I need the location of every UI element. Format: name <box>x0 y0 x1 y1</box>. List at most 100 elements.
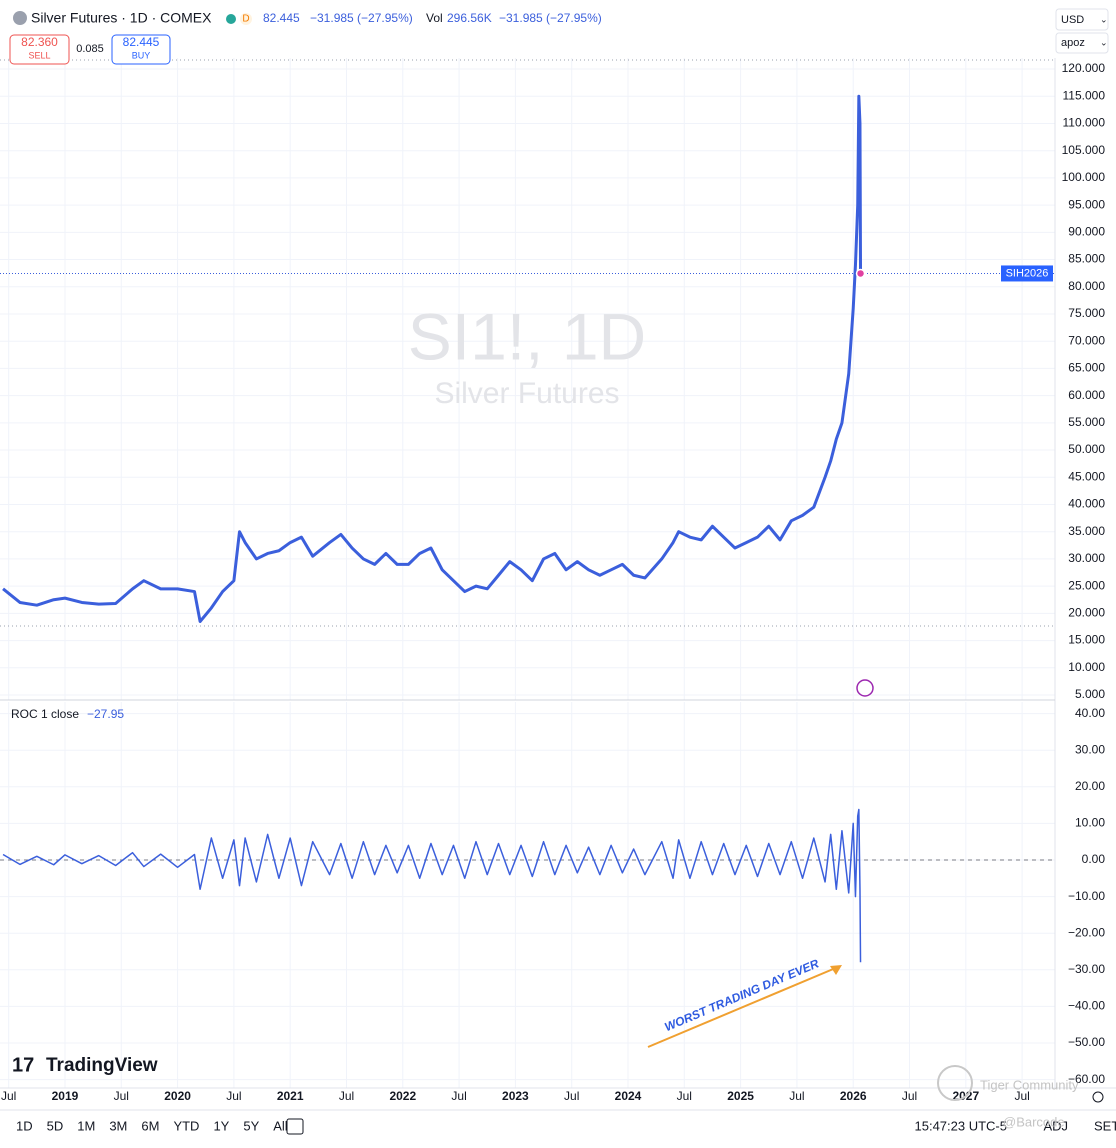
overlay-logo <box>937 1065 973 1101</box>
date-range-button[interactable] <box>286 1118 304 1135</box>
market-status <box>226 14 236 24</box>
clock: 15:47:23 UTC-5 <box>915 1118 1008 1133</box>
y-tick-label: 30.00 <box>1075 742 1105 756</box>
y-tick-label: 50.000 <box>1068 442 1105 456</box>
sell-price[interactable]: 82.360 <box>21 35 58 49</box>
x-tick-label: Jul <box>114 1089 129 1103</box>
x-tick-label: Jul <box>339 1089 354 1103</box>
logo-mark: 17 <box>12 1054 34 1076</box>
range-button[interactable]: 5D <box>47 1118 64 1133</box>
branding: TradingView <box>46 1055 158 1076</box>
buy-price[interactable]: 82.445 <box>123 35 160 49</box>
x-tick-label: Jul <box>789 1089 804 1103</box>
x-tick-label: Jul <box>564 1089 579 1103</box>
dropdown-arrow[interactable]: ⌄ <box>1100 37 1108 47</box>
y-tick-label: 65.000 <box>1068 361 1105 375</box>
currency[interactable]: USD <box>1061 14 1084 26</box>
range-button[interactable]: 3M <box>109 1118 127 1133</box>
adj-button[interactable]: ADJ <box>1043 1118 1068 1133</box>
y-tick-label: 85.000 <box>1068 252 1105 266</box>
y-tick-label: 115.000 <box>1063 88 1106 102</box>
last-price: 82.445 <box>263 11 300 25</box>
roc-legend-name: ROC 1 close <box>11 707 79 721</box>
y-tick-label: 60.000 <box>1068 388 1105 402</box>
x-tick-label: 2022 <box>389 1089 416 1103</box>
y-tick-label: −20.00 <box>1068 925 1105 939</box>
y-tick-label: 30.000 <box>1068 551 1105 565</box>
last-price-dot <box>855 268 866 279</box>
y-tick-label: 75.000 <box>1068 306 1105 320</box>
currency-menu[interactable] <box>1055 8 1109 31</box>
price-change: −31.985 (−27.95%) <box>310 11 413 25</box>
y-tick-label: 0.00 <box>1082 852 1106 866</box>
y-tick-label: 10.00 <box>1075 816 1105 830</box>
watermark-symbol: SI1!, 1D <box>408 299 646 373</box>
y-tick-label: 40.00 <box>1075 706 1105 720</box>
grid: 5.000 10.000 15.000 20.000 25.000 30.000 35.00… <box>0 58 1105 1103</box>
x-tick-label: 2025 <box>727 1089 754 1103</box>
series-line <box>2 808 862 963</box>
sell-label[interactable]: SELL <box>28 50 50 60</box>
price-tag-label: SIH2026 <box>1006 267 1049 279</box>
x-tick-label: 2020 <box>164 1089 191 1103</box>
y-tick-label: 35.000 <box>1068 524 1105 538</box>
price-tag <box>1001 265 1053 282</box>
y-tick-label: 40.000 <box>1068 497 1105 511</box>
y-tick-label: 25.000 <box>1068 578 1105 592</box>
scale-menu[interactable] <box>1055 32 1109 54</box>
range-button[interactable]: YTD <box>173 1118 199 1133</box>
x-tick-label: 2023 <box>502 1089 529 1103</box>
dropdown-arrow[interactable]: ⌄ <box>1100 14 1108 24</box>
spread: 0.085 <box>76 43 104 55</box>
y-tick-label: 100.000 <box>1062 170 1106 184</box>
overlay-community: Tiger Community <box>980 1077 1079 1092</box>
settings-icon[interactable] <box>1092 1091 1104 1103</box>
sell-button[interactable] <box>9 34 70 65</box>
roc-legend-value: −27.95 <box>87 707 124 721</box>
y-tick-label: 110.000 <box>1063 116 1106 130</box>
y-tick-label: 120.000 <box>1062 61 1106 75</box>
y-tick-label: 20.000 <box>1068 606 1105 620</box>
range-button[interactable]: 1Y <box>213 1118 229 1133</box>
y-tick-label: 10.000 <box>1068 660 1105 674</box>
set-button[interactable]: SET <box>1094 1118 1116 1133</box>
interval-badge: D <box>242 14 249 25</box>
chart-title: Silver Futures · 1D · COMEX <box>31 10 212 26</box>
marks: SIH2026 <box>0 94 1055 963</box>
y-tick-label: −30.00 <box>1068 962 1105 976</box>
x-tick-label: 2021 <box>277 1089 304 1103</box>
range-button[interactable]: 1D <box>16 1118 33 1133</box>
range-button[interactable]: 5Y <box>243 1118 259 1133</box>
buy-label[interactable]: BUY <box>132 50 151 60</box>
x-tick-label: Jul <box>677 1089 692 1103</box>
annotation-arrowhead <box>830 965 842 975</box>
y-tick-label: 55.000 <box>1068 415 1105 429</box>
y-tick-label: 20.00 <box>1075 779 1105 793</box>
y-tick-label: 105.000 <box>1062 143 1106 157</box>
y-tick-label: 95.000 <box>1068 197 1105 211</box>
y-tick-label: 15.000 <box>1068 633 1105 647</box>
x-tick-label: Jul <box>451 1089 466 1103</box>
x-tick-label: 2024 <box>615 1089 642 1103</box>
y-tick-label: 45.000 <box>1068 469 1105 483</box>
x-tick-label: Jul <box>1014 1089 1029 1103</box>
symbol-icon <box>13 11 27 25</box>
volume-label: Vol <box>426 11 443 25</box>
annotation-arrow <box>647 966 839 1048</box>
y-tick-label: 80.000 <box>1068 279 1105 293</box>
range-button[interactable]: 1M <box>77 1118 95 1133</box>
y-tick-label: −50.00 <box>1068 1035 1105 1049</box>
range-button[interactable]: 6M <box>141 1118 159 1133</box>
x-tick-label: Jul <box>1 1089 16 1103</box>
y-tick-label: −40.00 <box>1068 999 1105 1013</box>
event-icon[interactable] <box>856 679 874 697</box>
buy-button[interactable] <box>111 34 171 65</box>
range-button[interactable]: All <box>273 1118 288 1133</box>
y-tick-label: 70.000 <box>1068 333 1105 347</box>
interval-badge-bg <box>240 13 252 25</box>
scale-menu-label[interactable]: apoz <box>1061 37 1085 49</box>
x-tick-label: 2019 <box>52 1089 79 1103</box>
overlay-handle: @Barcode <box>1003 1114 1065 1129</box>
watermark-name: Silver Futures <box>434 377 619 410</box>
